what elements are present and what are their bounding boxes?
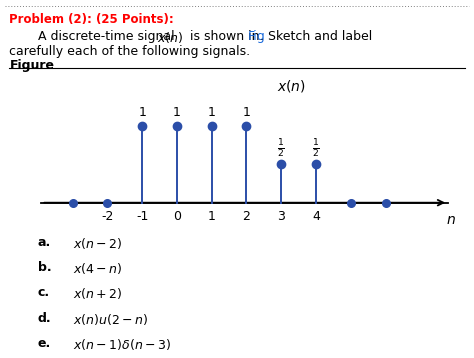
Text: $x(4-n)$: $x(4-n)$ (73, 261, 123, 276)
Text: Fig: Fig (247, 30, 265, 43)
Text: e.: e. (38, 337, 51, 350)
Text: -2: -2 (101, 211, 114, 223)
Text: is shown in: is shown in (186, 30, 264, 43)
Text: $x(n)u(2-n)$: $x(n)u(2-n)$ (73, 311, 149, 326)
Text: carefully each of the following signals.: carefully each of the following signals. (9, 45, 251, 58)
Text: 1: 1 (208, 106, 216, 120)
Text: Figure: Figure (9, 59, 55, 72)
Text: $x(n)$: $x(n)$ (277, 78, 306, 94)
Text: 1: 1 (138, 106, 146, 120)
Text: 3: 3 (277, 211, 285, 223)
Text: Problem (2): (25 Points):: Problem (2): (25 Points): (9, 13, 174, 25)
Text: . Sketch and label: . Sketch and label (260, 30, 373, 43)
Text: -1: -1 (136, 211, 148, 223)
Text: b.: b. (38, 261, 52, 274)
Text: c.: c. (38, 286, 50, 300)
Text: 1: 1 (173, 106, 181, 120)
Text: d.: d. (38, 311, 52, 325)
Text: $x(n-2)$: $x(n-2)$ (73, 236, 123, 251)
Text: $\frac{1}{2}$: $\frac{1}{2}$ (277, 137, 285, 160)
Text: 1: 1 (243, 106, 250, 120)
Text: 1: 1 (208, 211, 216, 223)
Text: $x(n)$: $x(n)$ (157, 30, 184, 45)
Text: A discrete-time signal: A discrete-time signal (38, 30, 179, 43)
Text: $\frac{1}{2}$: $\frac{1}{2}$ (312, 137, 320, 160)
Text: $x(n+2)$: $x(n+2)$ (73, 286, 123, 301)
Text: a.: a. (38, 236, 51, 249)
Text: $n$: $n$ (447, 213, 456, 227)
Text: 2: 2 (243, 211, 250, 223)
Text: $x(n-1)\delta(n-3)$: $x(n-1)\delta(n-3)$ (73, 337, 172, 352)
Text: 0: 0 (173, 211, 181, 223)
Text: 4: 4 (312, 211, 320, 223)
